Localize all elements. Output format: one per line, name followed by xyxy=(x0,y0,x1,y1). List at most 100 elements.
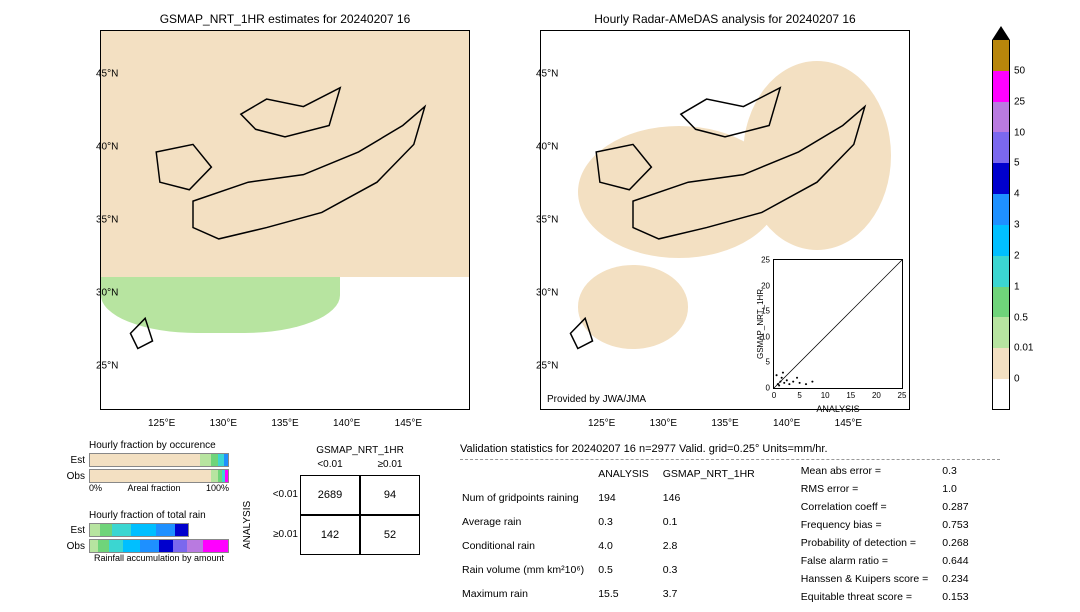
metric-row: Hanssen & Kuipers score =0.234 xyxy=(801,571,981,587)
map-xtick: 145°E xyxy=(835,418,862,429)
metric-value: 0.234 xyxy=(942,571,980,587)
map-xtick: 130°E xyxy=(650,418,677,429)
occurrence-row-obs: Obs xyxy=(65,471,85,482)
colorbar-segment xyxy=(992,348,1010,379)
metric-label: Probability of detection = xyxy=(801,535,941,551)
colorbar-segment xyxy=(992,256,1010,287)
vr-gsmap: 3.7 xyxy=(663,583,767,605)
bar-segment xyxy=(187,540,204,552)
occurrence-bar-obs xyxy=(89,469,229,483)
colorbar-tick: 0.01 xyxy=(1014,343,1033,354)
scatter-ytick: 5 xyxy=(766,358,770,367)
metric-value: 1.0 xyxy=(942,481,980,497)
metric-label: Mean abs error = xyxy=(801,463,941,479)
scatter-ytick: 25 xyxy=(761,256,770,265)
left-map-title: GSMAP_NRT_1HR estimates for 20240207 16 xyxy=(100,12,470,26)
total-bar-obs xyxy=(89,539,229,553)
vr-analysis: 194 xyxy=(598,487,661,509)
ct-col-h1: ≥0.01 xyxy=(360,459,420,470)
vr-label: Num of gridpoints raining xyxy=(462,487,596,509)
occurrence-row-est: Est xyxy=(65,455,85,466)
occ-axis-1: Areal fraction xyxy=(127,483,180,493)
colorbar-segment xyxy=(992,379,1010,410)
colorbar-segment xyxy=(992,287,1010,318)
scatter-xtick: 20 xyxy=(872,391,881,400)
scatter-ylabel: GSMAP_NRT_1HR xyxy=(756,260,765,388)
bar-segment xyxy=(98,540,109,552)
scatter-ytick: 15 xyxy=(761,307,770,316)
bar-segment xyxy=(131,524,156,536)
total-bar-est xyxy=(89,523,189,537)
map-xtick: 140°E xyxy=(333,418,360,429)
validation-row: Average rain0.30.1 xyxy=(462,511,767,533)
map-xtick: 125°E xyxy=(588,418,615,429)
ct-row-h1: ≥0.01 xyxy=(260,529,298,540)
validation-title: Validation statistics for 20240207 16 n=… xyxy=(460,443,1020,455)
map-xtick: 125°E xyxy=(148,418,175,429)
metric-row: Frequency bias =0.753 xyxy=(801,517,981,533)
bar-segment xyxy=(175,524,188,536)
colorbar-tick: 3 xyxy=(1014,220,1020,231)
fraction-occurrence-panel: Hourly fraction by occurence Est Obs 0% … xyxy=(65,440,229,493)
occurrence-bar-est xyxy=(89,453,229,467)
bar-segment xyxy=(90,454,200,466)
metric-label: Hanssen & Kuipers score = xyxy=(801,571,941,587)
occ-axis-2: 100% xyxy=(206,483,229,493)
ct-cell-01: 94 xyxy=(360,475,420,515)
validation-row: Maximum rain15.53.7 xyxy=(462,583,767,605)
bar-segment xyxy=(123,540,140,552)
coastline-left xyxy=(101,31,469,409)
colorbar: 502510543210.50.010 xyxy=(992,40,1010,410)
vr-gsmap: 0.3 xyxy=(663,559,767,581)
colorbar-segment xyxy=(992,225,1010,256)
colorbar-tick: 25 xyxy=(1014,96,1025,107)
colorbar-tick: 50 xyxy=(1014,65,1025,76)
scatter-xtick: 25 xyxy=(898,391,907,400)
ct-row-h0: <0.01 xyxy=(260,489,298,500)
bar-segment xyxy=(159,540,173,552)
metric-value: 0.3 xyxy=(942,463,980,479)
metric-row: False alarm ratio =0.644 xyxy=(801,553,981,569)
scatter-xtick: 10 xyxy=(821,391,830,400)
right-map: Provided by JWA/JMA ANALYSIS GSMAP_NRT_1… xyxy=(540,30,910,410)
colorbar-segment xyxy=(992,163,1010,194)
bar-segment xyxy=(173,540,187,552)
vr-analysis: 4.0 xyxy=(598,535,661,557)
metric-value: 0.644 xyxy=(942,553,980,569)
total-row-est: Est xyxy=(65,525,85,536)
validation-table: ANALYSIS GSMAP_NRT_1HR Num of gridpoints… xyxy=(460,461,769,607)
bar-segment xyxy=(90,540,98,552)
figure: GSMAP_NRT_1HR estimates for 20240207 16 … xyxy=(0,0,1080,612)
bar-segment xyxy=(225,470,228,482)
ct-cell-11: 52 xyxy=(360,515,420,555)
bar-segment xyxy=(224,454,228,466)
scatter-ytick: 10 xyxy=(761,332,770,341)
bar-segment xyxy=(156,524,176,536)
colorbar-segment xyxy=(992,194,1010,225)
ct-cell-10: 142 xyxy=(300,515,360,555)
vr-label: Conditional rain xyxy=(462,535,596,557)
vr-label: Maximum rain xyxy=(462,583,596,605)
colorbar-triangle xyxy=(992,26,1010,40)
provided-by-label: Provided by JWA/JMA xyxy=(547,394,646,405)
left-map-content xyxy=(101,31,469,409)
scatter-xlabel: ANALYSIS xyxy=(774,404,902,414)
metric-value: 0.153 xyxy=(942,589,980,605)
metric-value: 0.268 xyxy=(942,535,980,551)
map-xtick: 135°E xyxy=(711,418,738,429)
metric-row: Probability of detection =0.268 xyxy=(801,535,981,551)
bar-segment xyxy=(200,454,211,466)
contingency-table: GSMAP_NRT_1HR <0.01 ≥0.01 ANALYSIS <0.01… xyxy=(260,445,420,575)
fraction-total-panel: Hourly fraction of total rain Est Obs Ra… xyxy=(65,510,229,563)
vr-analysis: 0.3 xyxy=(598,511,661,533)
scatter-xtick: 5 xyxy=(797,391,801,400)
colorbar-tick: 5 xyxy=(1014,158,1020,169)
colorbar-tick: 0.5 xyxy=(1014,312,1028,323)
metric-label: False alarm ratio = xyxy=(801,553,941,569)
validation-row: Rain volume (mm km²10⁶)0.50.3 xyxy=(462,559,767,581)
colorbar-segment xyxy=(992,132,1010,163)
bar-segment xyxy=(109,540,123,552)
vr-gsmap: 146 xyxy=(663,487,767,509)
map-xtick: 130°E xyxy=(210,418,237,429)
left-map xyxy=(100,30,470,410)
